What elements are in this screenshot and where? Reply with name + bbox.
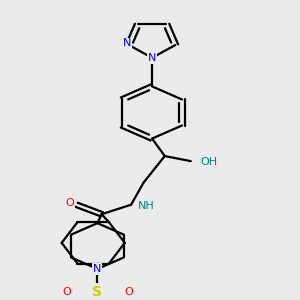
Text: NH: NH <box>137 201 154 211</box>
Text: O: O <box>66 198 74 208</box>
Text: N: N <box>93 264 102 274</box>
Text: N: N <box>123 38 131 49</box>
Text: OH: OH <box>200 158 218 167</box>
Text: O: O <box>124 287 133 297</box>
Text: N: N <box>148 53 156 63</box>
Text: O: O <box>62 287 71 297</box>
Text: S: S <box>92 285 102 299</box>
